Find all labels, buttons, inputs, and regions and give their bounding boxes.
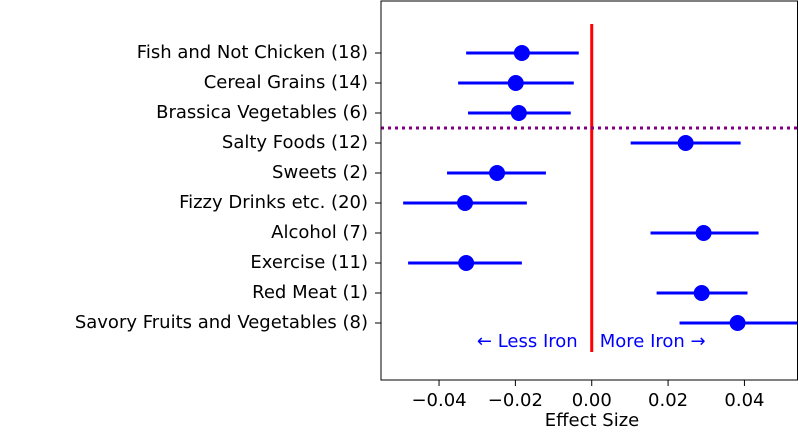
annotation: ← Less Iron	[477, 331, 578, 352]
y-tick-label: Savory Fruits and Vegetables (8)	[75, 312, 368, 333]
point	[693, 285, 710, 301]
y-tick-label: Sweets (2)	[272, 162, 368, 183]
annotation: More Iron →	[600, 331, 706, 352]
point	[510, 105, 527, 121]
point	[729, 315, 746, 331]
x-tick-label: −0.04	[411, 390, 466, 411]
x-tick-label: −0.02	[488, 390, 543, 411]
x-tick-label: 0.02	[648, 390, 688, 411]
point	[513, 45, 530, 61]
x-axis-label: Effect Size	[545, 410, 639, 431]
y-tick-label: Red Meat (1)	[252, 282, 368, 303]
point	[456, 195, 473, 211]
point	[489, 165, 506, 181]
x-tick-label: 0.00	[572, 390, 612, 411]
point	[695, 225, 712, 241]
y-tick-label: Brassica Vegetables (6)	[156, 102, 368, 123]
y-tick-label: Alcohol (7)	[271, 222, 368, 243]
y-tick-label: Fish and Not Chicken (18)	[137, 42, 368, 63]
point	[507, 75, 524, 91]
y-tick-label: Cereal Grains (14)	[204, 72, 368, 93]
y-tick-label: Exercise (11)	[250, 252, 368, 273]
y-tick-label: Fizzy Drinks etc. (20)	[179, 192, 368, 213]
point	[677, 135, 694, 151]
x-tick-label: 0.04	[724, 390, 764, 411]
point	[458, 255, 475, 271]
y-tick-label: Salty Foods (12)	[222, 132, 368, 153]
